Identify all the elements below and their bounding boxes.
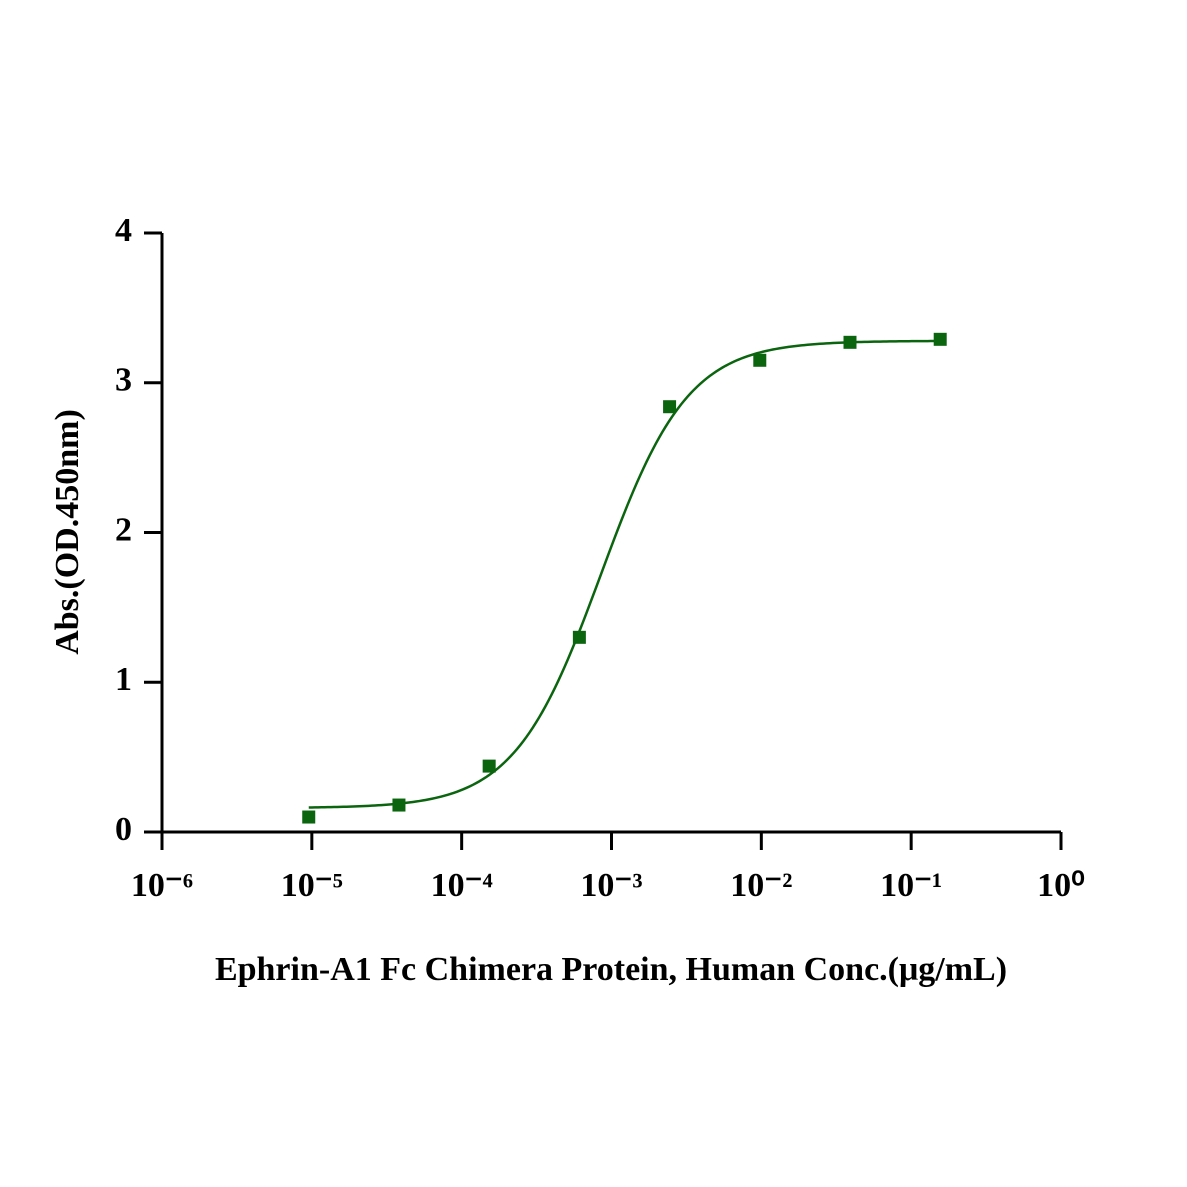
y-tick-label: 4 bbox=[115, 212, 132, 249]
y-tick-label: 1 bbox=[115, 661, 132, 698]
point bbox=[392, 798, 406, 812]
point bbox=[933, 332, 947, 346]
fit-curve bbox=[308, 339, 941, 809]
x-tick-label: 10⁻⁶ bbox=[131, 867, 193, 904]
point bbox=[302, 810, 316, 824]
y-tick-label: 3 bbox=[115, 362, 132, 399]
x-axis-title: Ephrin-A1 Fc Chimera Protein, Human Conc… bbox=[215, 951, 1007, 988]
point bbox=[663, 400, 677, 414]
y-tick-label: 0 bbox=[115, 811, 132, 848]
x-tick-label: 10⁻¹ bbox=[880, 867, 942, 904]
point bbox=[482, 759, 496, 773]
x-tick-label: 10⁻³ bbox=[580, 867, 642, 904]
point bbox=[843, 335, 857, 349]
x-tick-label: 10⁻² bbox=[730, 867, 792, 904]
x-tick-label: 10⁻⁴ bbox=[431, 867, 493, 904]
point bbox=[572, 630, 586, 644]
x-tick-label: 10⁻⁵ bbox=[281, 867, 343, 904]
y-axis-title: Abs.(OD.450nm) bbox=[49, 409, 86, 655]
y-tick-label: 2 bbox=[115, 511, 132, 548]
point bbox=[753, 353, 767, 367]
x-tick-label: 10⁰ bbox=[1037, 867, 1085, 904]
